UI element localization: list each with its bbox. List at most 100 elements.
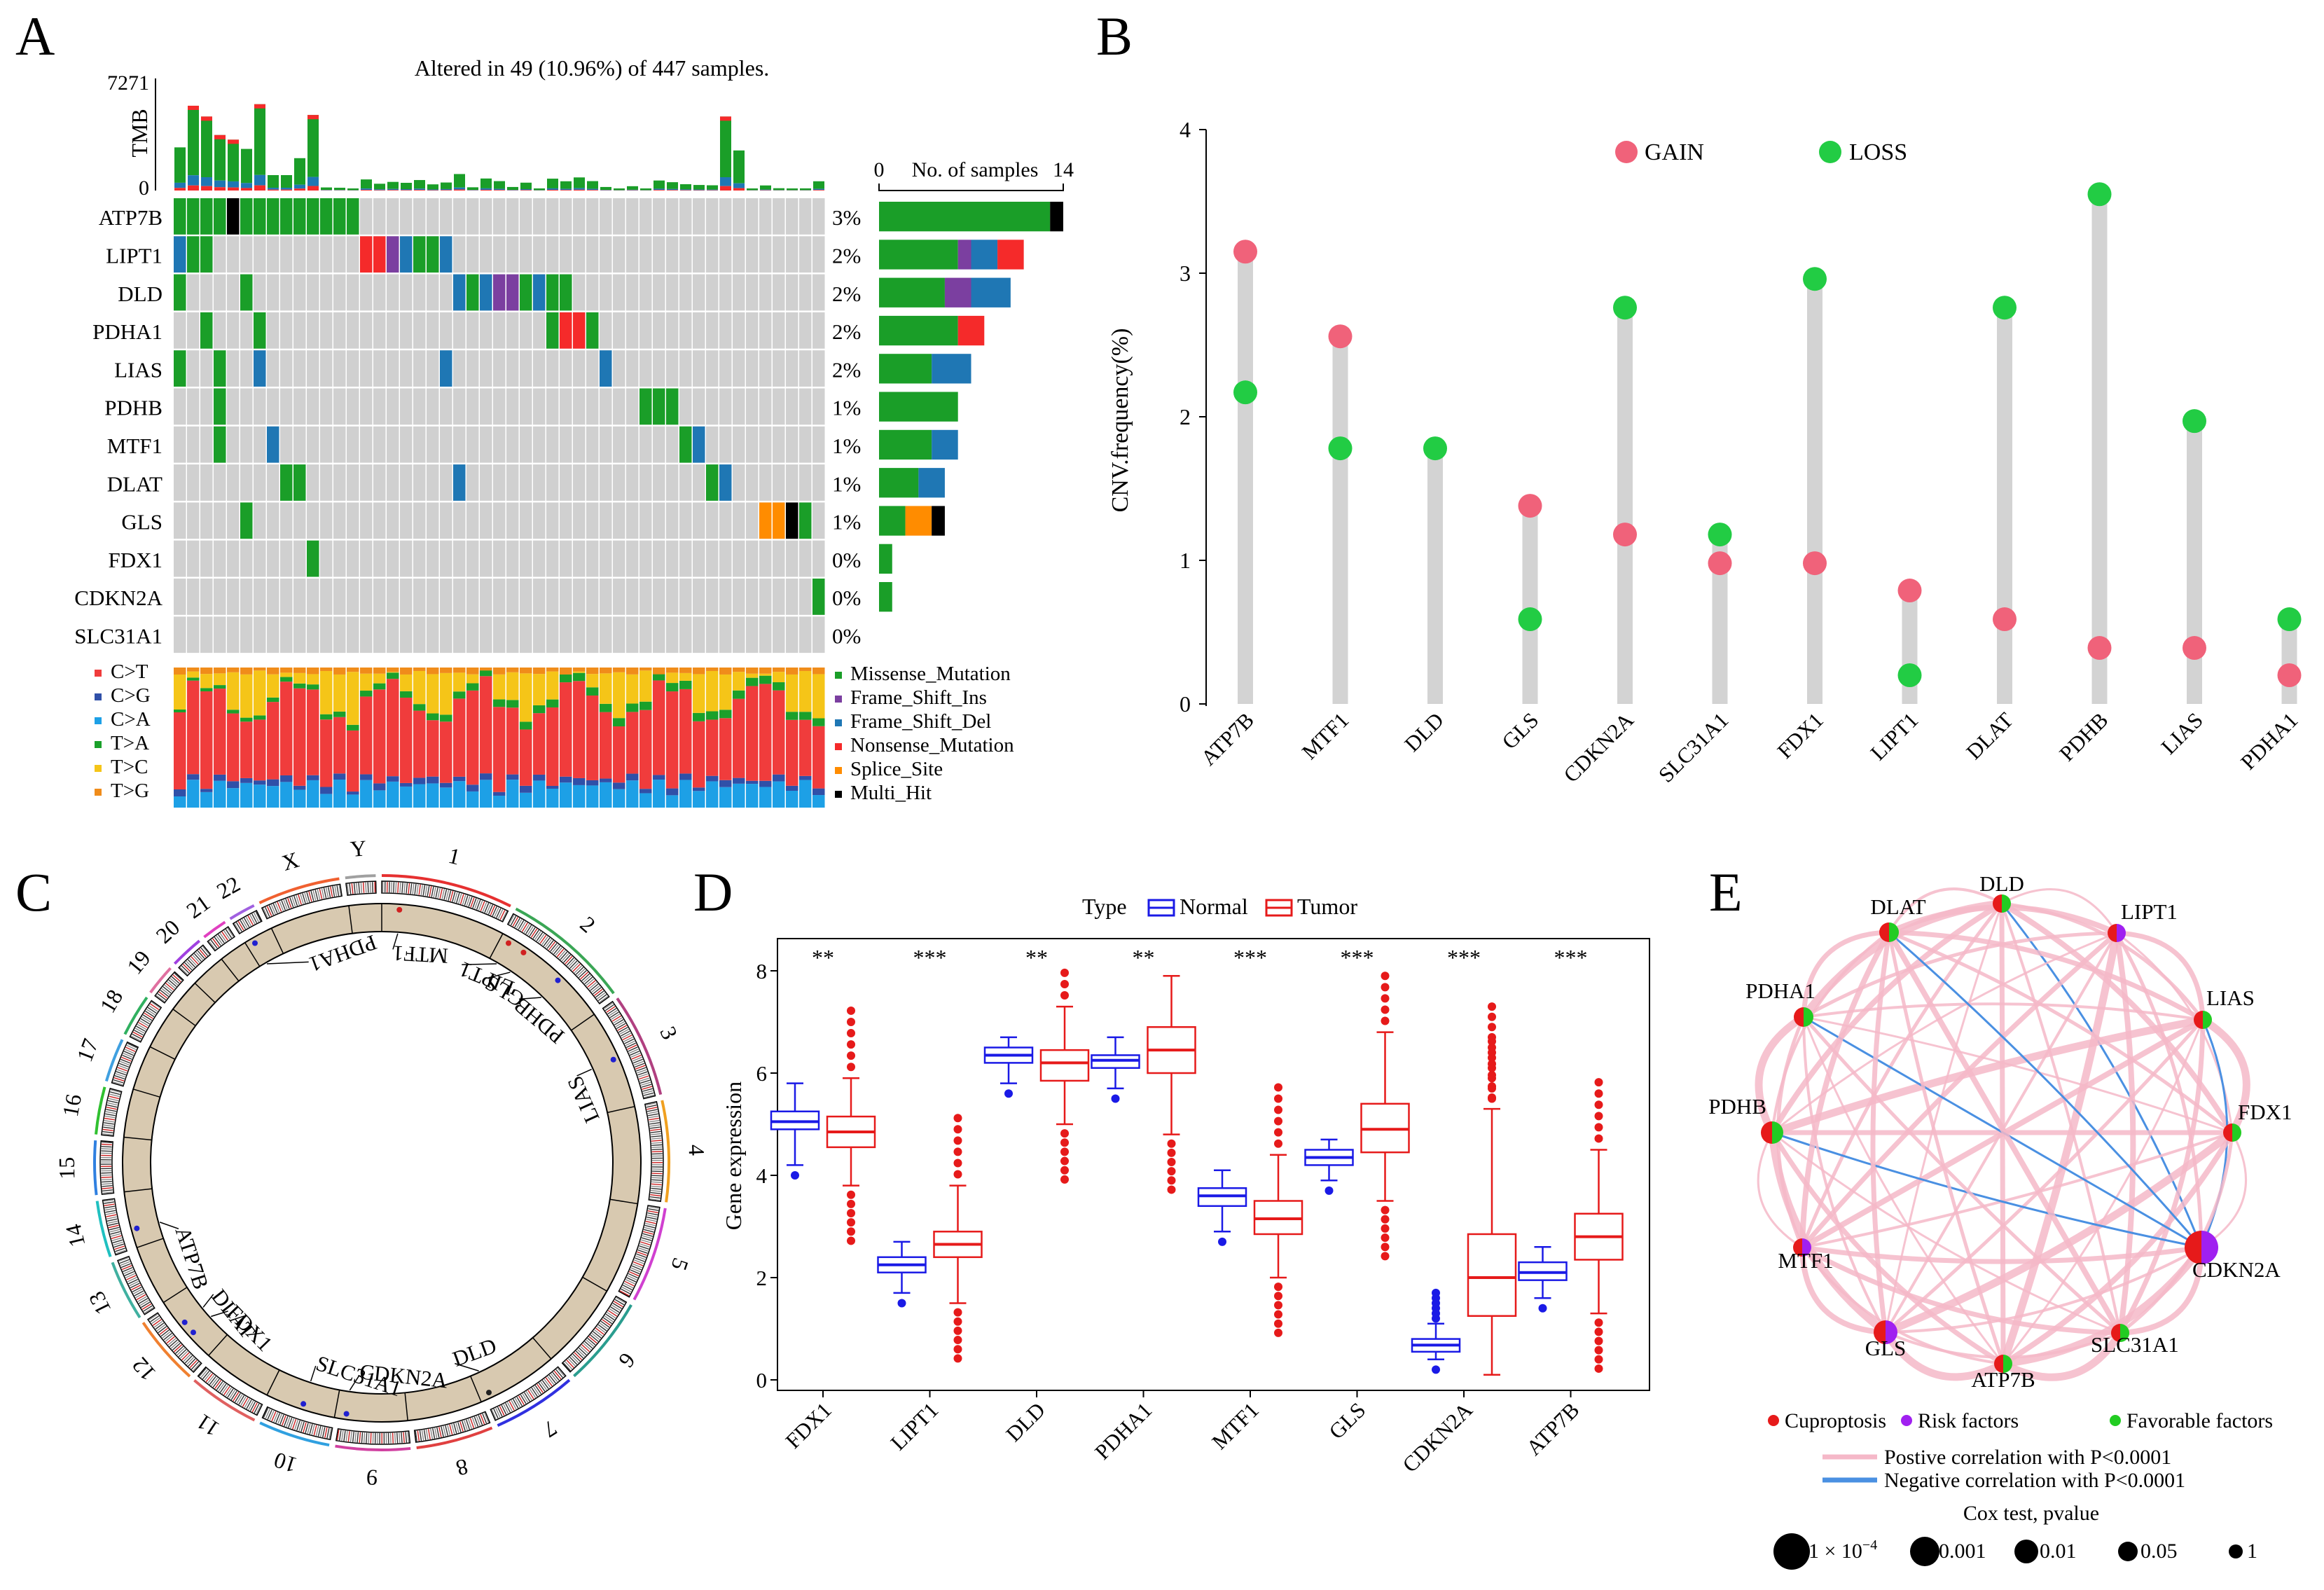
matrix-cell [413, 350, 426, 387]
snv-segment [586, 687, 599, 696]
circos-band [266, 906, 272, 916]
tmb-bar [467, 187, 478, 191]
circos-gene-marker-ATP7B [134, 1225, 140, 1231]
tmb-bar-framedel [321, 190, 332, 191]
box-tumor-FDX1-outlier [847, 1209, 855, 1218]
snv-segment [613, 718, 625, 727]
circos-gene-marker-DLD [485, 1390, 492, 1396]
tmb-bar [281, 174, 292, 191]
circos-band [448, 890, 452, 901]
circos-band [360, 883, 363, 894]
matrix-cell [693, 464, 705, 501]
matrix-mutation-missense [254, 312, 266, 349]
circos-band [424, 885, 428, 897]
circos-band [482, 901, 487, 913]
snv-segment [706, 668, 719, 671]
matrix-cell [759, 464, 772, 501]
circos-band [269, 1410, 275, 1421]
circos-band [101, 1143, 112, 1146]
matrix-cell [613, 540, 625, 577]
snv-segment [573, 777, 586, 785]
matrix-mutation-frame_ins [506, 274, 519, 311]
matrix-mutation-missense [679, 426, 692, 463]
gene-bar-MTF1-missense [879, 429, 932, 460]
matrix-cell [533, 540, 546, 577]
matrix-cell [613, 198, 625, 235]
matrix-cell [586, 464, 599, 501]
tmb-bar-missense [733, 150, 745, 184]
circos-band [642, 1086, 653, 1090]
matrix-cell [786, 426, 798, 463]
network-label-DLD: DLD [1979, 871, 2024, 896]
circos-band [122, 1054, 132, 1060]
circos-band [104, 1117, 115, 1121]
box-tumor-PDHA1-outlier [1167, 1176, 1176, 1185]
box-tumor-LIPT1-outlier [953, 1345, 962, 1354]
matrix-cell [626, 388, 639, 425]
matrix-cell [520, 464, 532, 501]
circos-band [639, 1243, 650, 1247]
matrix-cell [626, 236, 639, 273]
circos-band [285, 898, 290, 909]
matrix-cell [227, 579, 240, 615]
circos-band [303, 1422, 307, 1433]
matrix-cell [586, 616, 599, 654]
network-node-FDX1-right [2232, 1124, 2241, 1142]
box-tumor-MTF1-outlier [1274, 1105, 1282, 1114]
tmb-bar-missense [334, 188, 345, 191]
matrix-cell [293, 388, 306, 425]
circos-band [525, 1390, 532, 1401]
circos-band [628, 1273, 639, 1279]
matrix-cell [546, 579, 559, 615]
significance-DLD: ** [1025, 945, 1048, 970]
tmb-bar [174, 147, 186, 191]
snv-segment [613, 668, 625, 672]
circos-band [307, 1423, 311, 1434]
snv-segment [759, 675, 772, 684]
circos-band [625, 1278, 636, 1285]
tmb-bar-framedel [600, 190, 611, 191]
circos-band [603, 1002, 614, 1009]
network-edge-LIAS-SLC31A1 [2117, 1019, 2206, 1334]
circos-band [251, 1402, 258, 1413]
network-label-PDHA1: PDHA1 [1745, 979, 1815, 1003]
cnv-stem-PDHB [2091, 194, 2108, 704]
tmb-bar [401, 182, 412, 191]
matrix-cell [440, 616, 452, 654]
gene-label-LIAS: LIAS [114, 357, 162, 382]
snv-segment [733, 698, 745, 778]
snv-segment [546, 785, 559, 789]
matrix-cell [387, 464, 399, 501]
matrix-cell [387, 426, 399, 463]
snv-segment [546, 707, 559, 786]
matrix-mutation-missense [546, 312, 559, 349]
circos-gene-leader-DLD [455, 1362, 479, 1371]
box-tumor-LIPT1-outlier [953, 1336, 962, 1345]
tmb-bar-nonsense [228, 187, 239, 191]
snv-segment [267, 668, 279, 675]
circos-band [103, 1122, 115, 1125]
cnv-x-label-FDX1: FDX1 [1772, 707, 1828, 763]
tmb-bars [174, 104, 824, 191]
matrix-cell [307, 426, 319, 463]
matrix-cell [333, 274, 346, 311]
circos-band [120, 1058, 131, 1064]
circos-band [138, 1298, 148, 1304]
circos-band [129, 1280, 139, 1287]
snv-segment [440, 721, 452, 783]
matrix-cell [466, 464, 479, 501]
circos-band [195, 951, 204, 960]
snv-segment [533, 780, 546, 808]
circos-band [313, 1425, 317, 1436]
circos-band [294, 1419, 299, 1430]
matrix-cell [240, 236, 253, 273]
matrix-cell [733, 540, 745, 577]
matrix-mutation-frame_del [600, 350, 612, 387]
matrix-cell [719, 502, 732, 539]
matrix-cell [360, 274, 373, 311]
matrix-cell [706, 540, 719, 577]
circos-gene-leader-ATP7B [159, 1222, 179, 1229]
circos-band [319, 1426, 324, 1437]
box-tumor-GLS-outlier [1381, 1215, 1390, 1224]
